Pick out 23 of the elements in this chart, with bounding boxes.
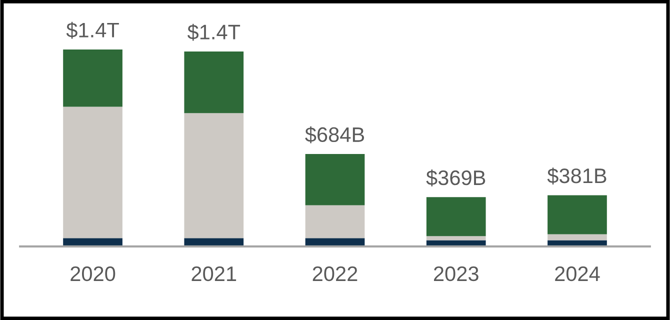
x-tick-label: 2021 <box>192 266 236 282</box>
bar <box>426 197 486 236</box>
x-tick-label: 2023 <box>434 266 478 282</box>
bar <box>305 238 365 246</box>
x-tick-label: 2022 <box>312 266 358 282</box>
annotation: $381B <box>547 168 606 184</box>
x-tick-label: 2024 <box>555 266 600 282</box>
bar <box>305 154 365 206</box>
text: $1.4T <box>187 24 240 41</box>
bar <box>63 49 122 107</box>
bar <box>426 236 486 240</box>
bar <box>548 195 607 234</box>
annotation: $369B <box>426 170 486 186</box>
bar <box>184 51 244 114</box>
x-tick-label: 2020 <box>70 266 116 282</box>
annotation: $684B <box>305 126 364 144</box>
bar <box>184 113 244 238</box>
bar <box>63 238 122 246</box>
bar <box>63 106 122 238</box>
bar <box>184 238 244 246</box>
bar <box>305 205 365 238</box>
text: $1.4T <box>66 22 119 39</box>
bar <box>548 234 607 240</box>
